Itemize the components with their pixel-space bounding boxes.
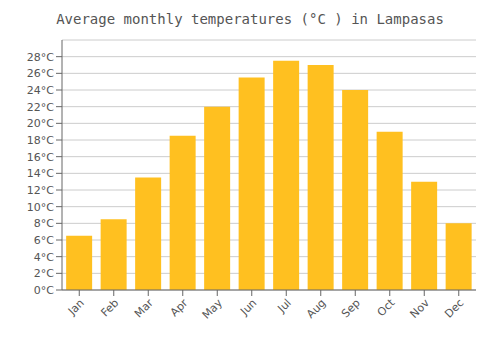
svg-text:Sep: Sep bbox=[339, 296, 363, 320]
svg-text:14°C: 14°C bbox=[27, 167, 54, 180]
svg-text:0°C: 0°C bbox=[34, 284, 54, 297]
svg-text:8°C: 8°C bbox=[34, 217, 54, 230]
svg-text:Aug: Aug bbox=[304, 296, 328, 320]
svg-text:Nov: Nov bbox=[408, 296, 433, 321]
svg-text:18°C: 18°C bbox=[27, 134, 54, 147]
svg-text:22°C: 22°C bbox=[27, 101, 54, 114]
svg-text:Apr: Apr bbox=[168, 296, 191, 319]
svg-text:20°C: 20°C bbox=[27, 117, 54, 130]
svg-text:Jan: Jan bbox=[65, 296, 87, 318]
svg-text:Oct: Oct bbox=[375, 296, 398, 319]
svg-text:12°C: 12°C bbox=[27, 184, 54, 197]
svg-text:4°C: 4°C bbox=[34, 251, 54, 264]
svg-text:Mar: Mar bbox=[132, 296, 156, 320]
html-text:Average monthly temperatures (: Average monthly temperatures (°C ) in La… bbox=[56, 11, 444, 27]
svg-text:16°C: 16°C bbox=[27, 151, 54, 164]
svg-text:6°C: 6°C bbox=[34, 234, 54, 247]
svg-text:May: May bbox=[200, 296, 226, 322]
svg-text:26°C: 26°C bbox=[27, 67, 54, 80]
svg-text:10°C: 10°C bbox=[27, 201, 54, 214]
svg-text:24°C: 24°C bbox=[27, 84, 54, 97]
svg-text:Jun: Jun bbox=[237, 296, 259, 318]
svg-text:Feb: Feb bbox=[98, 296, 121, 319]
svg-text:28°C: 28°C bbox=[27, 51, 54, 64]
svg-text:Jul: Jul bbox=[275, 296, 294, 315]
svg-text:2°C: 2°C bbox=[34, 267, 54, 280]
svg-text:Dec: Dec bbox=[442, 296, 466, 320]
